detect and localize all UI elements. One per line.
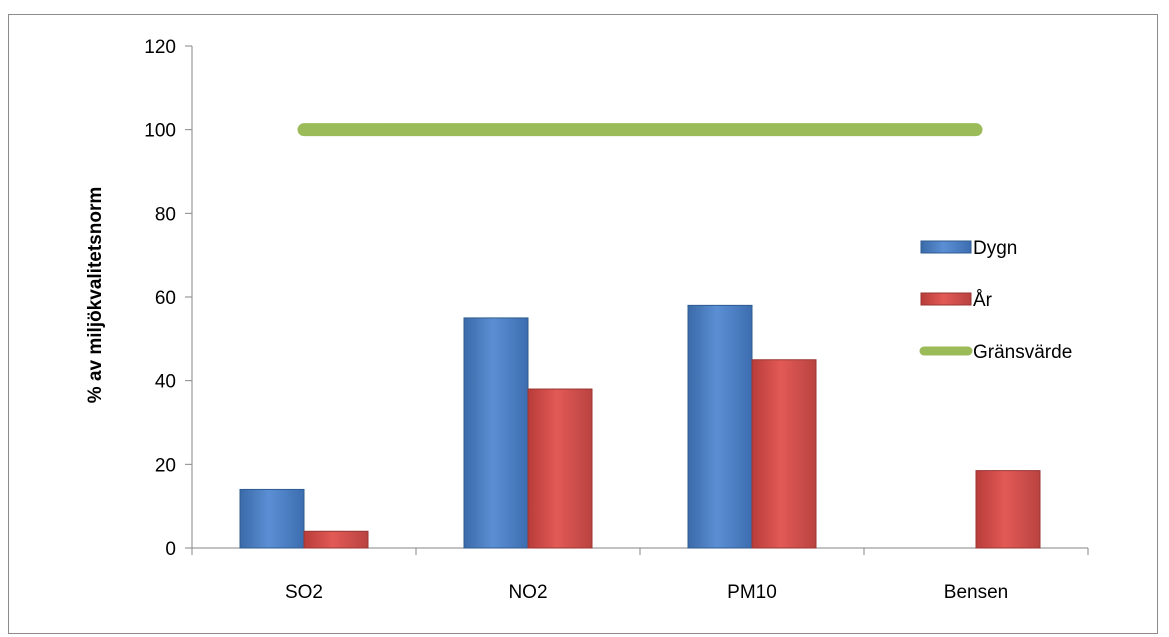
y-tick-label: 100 <box>144 121 176 142</box>
y-tick-label: 60 <box>155 288 176 309</box>
x-tick-label: Bensen <box>944 582 1008 603</box>
y-tick-label: 120 <box>144 37 176 58</box>
legend-label--r: År <box>973 290 993 311</box>
legend-swatch-dygn <box>920 240 972 254</box>
bar-dygn-pm10 <box>687 304 753 549</box>
y-tick-label: 20 <box>155 455 176 476</box>
legend-swatch--r <box>920 292 972 306</box>
bar--r-bensen <box>975 470 1041 549</box>
bar-dygn-so2 <box>239 488 305 549</box>
bar--r-pm10 <box>751 359 817 549</box>
legend-label-gr-nsv-rde: Gränsvärde <box>973 342 1072 363</box>
y-axis-title: % av miljökvalitetsnorm <box>85 187 106 403</box>
x-tick-label: PM10 <box>727 582 777 603</box>
bar-dygn-no2 <box>463 317 529 549</box>
bar--r-so2 <box>303 530 369 549</box>
bar--r-no2 <box>527 388 593 549</box>
x-tick-label: SO2 <box>285 582 323 603</box>
legend-label-dygn: Dygn <box>973 238 1017 259</box>
y-tick-label: 40 <box>155 372 176 393</box>
y-tick-label: 80 <box>155 204 176 225</box>
y-tick-label: 0 <box>165 539 176 560</box>
x-tick-label: NO2 <box>508 582 547 603</box>
